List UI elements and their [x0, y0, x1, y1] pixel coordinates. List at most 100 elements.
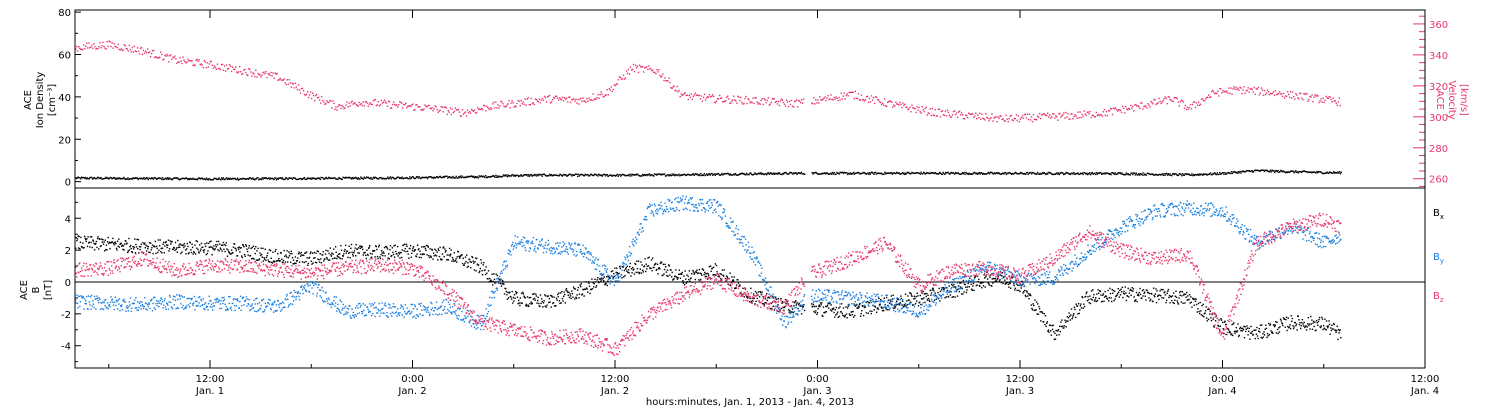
bx-points-point	[135, 246, 138, 248]
density-points-point	[154, 176, 156, 179]
velocity-points-point	[708, 94, 711, 96]
velocity-points-point	[419, 106, 421, 108]
velocity-points-point	[607, 94, 609, 96]
bx-points-point	[1305, 329, 1308, 331]
velocity-points-point	[281, 79, 283, 82]
density-points-point	[234, 177, 236, 180]
bx-points-point	[138, 246, 141, 248]
density-points-point	[842, 171, 844, 174]
density-points-point	[181, 177, 183, 180]
density-tick-label: 20	[58, 135, 71, 146]
bx-points-point	[1166, 292, 1168, 294]
density-points-point	[117, 177, 119, 179]
density-points-point	[938, 172, 940, 175]
velocity-points-point	[1296, 94, 1298, 96]
bx-points-point	[438, 249, 440, 252]
bx-points-point	[481, 270, 483, 272]
velocity-points-point	[80, 48, 82, 50]
bx-points-point	[377, 257, 379, 260]
bx-points-point	[631, 272, 633, 274]
bx-points-point	[857, 307, 859, 309]
bx-points-point	[1152, 300, 1154, 303]
bx-points-point	[697, 272, 699, 274]
density-points-point	[1167, 173, 1170, 175]
density-points-point	[533, 174, 535, 177]
density-points-point	[1225, 173, 1228, 175]
velocity-points-point	[919, 111, 921, 113]
density-points-point	[1155, 173, 1158, 176]
density-points-point	[492, 175, 495, 177]
bx-points-point	[105, 244, 108, 246]
by-points-point	[90, 308, 92, 310]
density-points-point	[814, 172, 816, 174]
bx-points-point	[629, 262, 631, 265]
bx-points-point	[112, 242, 115, 244]
bx-points-point	[533, 293, 535, 295]
density-points-point	[247, 177, 249, 180]
velocity-points-point	[132, 51, 135, 53]
density-points-point	[155, 177, 157, 180]
bx-points-point	[1125, 299, 1128, 302]
bx-points-point	[776, 298, 778, 301]
bx-points-point	[1309, 328, 1311, 330]
bx-points-point	[513, 300, 515, 302]
velocity-points-point	[498, 107, 500, 109]
velocity-points-point	[381, 102, 384, 104]
by-points	[75, 195, 1342, 331]
bx-points-point	[496, 274, 499, 277]
bx-points-point	[1174, 299, 1176, 301]
by-points-point	[102, 308, 105, 311]
density-points-point	[161, 178, 163, 181]
bx-points-point	[1013, 284, 1015, 287]
bx-points-point	[144, 242, 146, 244]
bx-points-point	[391, 255, 393, 257]
velocity-points-point	[322, 99, 324, 102]
bx-points-point	[568, 296, 571, 299]
density-points	[75, 169, 1342, 181]
velocity-points-point	[1122, 107, 1125, 109]
density-points-point	[166, 178, 168, 180]
bx-points-point	[549, 301, 551, 303]
density-points-point	[1111, 172, 1113, 174]
density-points-point	[931, 172, 933, 174]
velocity-points-point	[1300, 93, 1302, 95]
density-points-point	[1315, 172, 1317, 174]
velocity-points-point	[110, 45, 112, 48]
bx-points-point	[1027, 293, 1030, 295]
bx-points-point	[904, 293, 907, 295]
bx-points-point	[818, 304, 820, 306]
velocity-points-point	[533, 103, 536, 106]
bx-points-point	[857, 305, 859, 307]
velocity-points-point	[1149, 106, 1151, 108]
bx-points-point	[577, 289, 579, 291]
density-points-point	[955, 172, 958, 175]
density-points-point	[307, 177, 310, 180]
bx-points-point	[1317, 324, 1319, 326]
bx-points-point	[287, 261, 289, 263]
velocity-points-point	[985, 113, 987, 115]
density-points-point	[233, 177, 235, 180]
velocity-points-point	[1312, 101, 1314, 103]
bx-points-point	[78, 247, 80, 249]
bx-points-point	[409, 247, 411, 250]
density-points-point	[224, 178, 226, 181]
bx-points-point	[755, 300, 757, 303]
velocity-points-point	[1238, 89, 1240, 91]
bx-points-point	[1070, 314, 1072, 316]
density-points-point	[1009, 172, 1012, 174]
velocity-points-point	[722, 101, 724, 103]
density-points-point	[380, 176, 382, 179]
velocity-points-point	[457, 108, 460, 111]
bx-points-point	[1168, 296, 1170, 299]
bx-points-point	[542, 302, 545, 304]
bx-points-point	[1043, 321, 1045, 323]
bx-points-point	[735, 287, 737, 289]
density-points-point	[494, 176, 496, 178]
density-points-point	[1098, 172, 1100, 174]
density-points-point	[849, 172, 851, 174]
density-points-point	[941, 173, 943, 176]
bx-points-point	[374, 256, 376, 258]
velocity-points-point	[147, 52, 150, 54]
bx-points-point	[1051, 328, 1054, 331]
bx-points-point	[821, 314, 823, 317]
